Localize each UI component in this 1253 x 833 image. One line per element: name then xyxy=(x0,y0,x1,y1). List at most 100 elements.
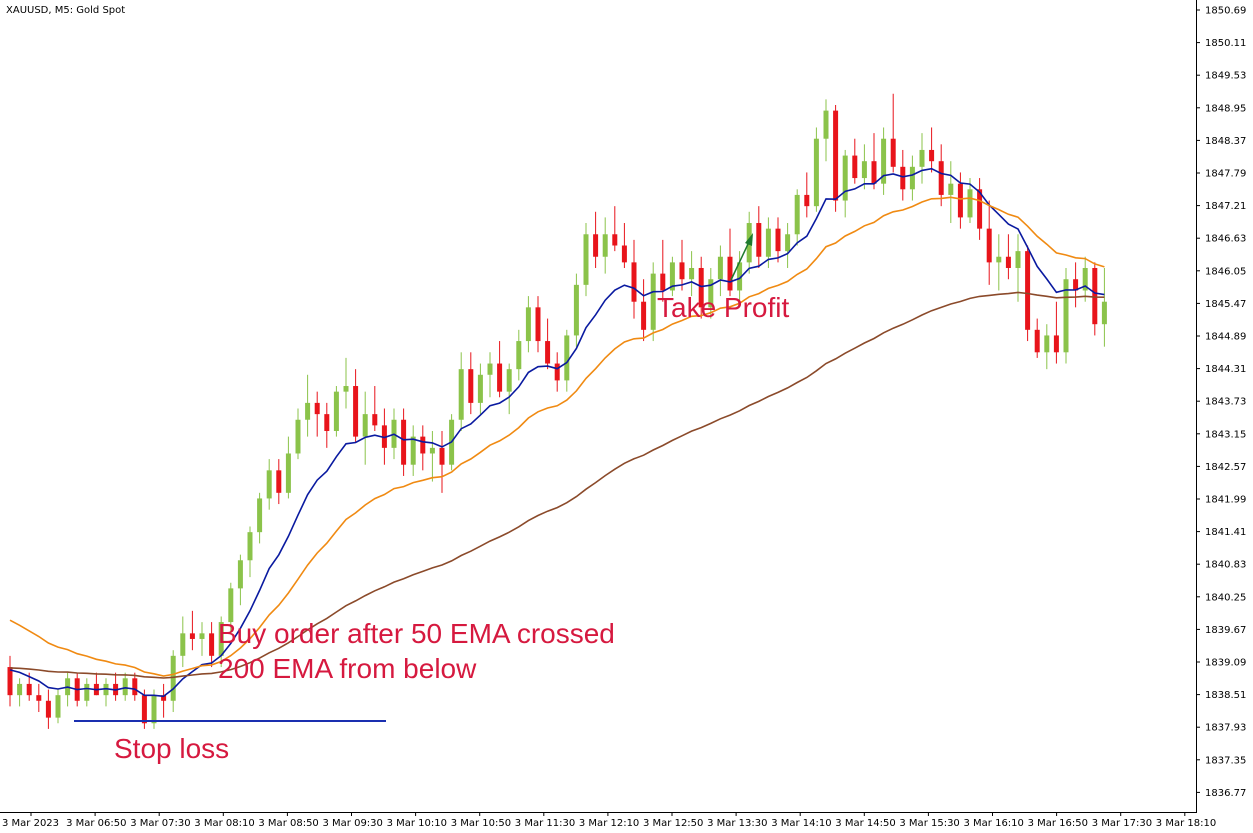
candle-body xyxy=(189,633,195,639)
price-tick-label: 1839.09 xyxy=(1205,658,1246,669)
price-tick-label: 1836.77 xyxy=(1205,788,1246,799)
candle-body xyxy=(842,155,848,201)
candle-body xyxy=(813,138,819,207)
candle-body xyxy=(535,307,541,342)
candle-body xyxy=(881,138,887,184)
candle-body xyxy=(1053,335,1059,353)
buy-order-label-line2: 200 EMA from below xyxy=(218,653,477,684)
candle-body xyxy=(55,695,61,718)
candle-body xyxy=(1101,301,1107,325)
candle-body xyxy=(228,588,234,623)
candle-body xyxy=(554,363,560,381)
candle-body xyxy=(919,149,925,167)
candle-body xyxy=(458,369,464,420)
buy-order-label-line1: Buy order after 50 EMA crossed xyxy=(218,618,615,649)
candle-body xyxy=(333,391,339,431)
candle-body xyxy=(794,194,800,235)
candle-body xyxy=(1015,251,1021,268)
candle-body xyxy=(420,436,426,454)
candle-body xyxy=(823,110,829,139)
candle-body xyxy=(804,194,810,207)
candle-body xyxy=(1073,279,1079,291)
candle-body xyxy=(285,453,291,493)
candle-body xyxy=(621,245,627,263)
ema-lines xyxy=(9,167,1105,698)
price-tick-label: 1837.93 xyxy=(1205,723,1246,734)
candle-body xyxy=(141,695,147,724)
candle-body xyxy=(986,228,992,263)
candle-body xyxy=(909,166,915,190)
candle-body xyxy=(161,695,167,701)
candle-body xyxy=(439,447,445,465)
candle-body xyxy=(237,560,243,589)
candle-body xyxy=(343,386,349,392)
candle-body xyxy=(1025,251,1031,330)
candle-body xyxy=(833,110,839,201)
price-tick-label: 1847.21 xyxy=(1205,201,1246,212)
time-tick-label: 3 Mar 12:50 xyxy=(643,818,703,829)
candle-body xyxy=(516,341,522,370)
candle-body xyxy=(689,267,695,280)
candle-body xyxy=(314,402,320,415)
time-tick-label: 3 Mar 07:30 xyxy=(130,818,190,829)
candle-body xyxy=(381,425,387,448)
candle-body xyxy=(679,262,685,280)
time-tick-label: 3 Mar 13:30 xyxy=(707,818,767,829)
candle-body xyxy=(1063,279,1069,353)
candle-body xyxy=(593,234,599,257)
time-tick-label: 3 Mar 08:10 xyxy=(194,818,254,829)
candle-body xyxy=(1005,256,1011,268)
price-tick-label: 1850.69 xyxy=(1205,6,1246,17)
time-tick-label: 3 Mar 16:10 xyxy=(964,818,1024,829)
candle-body xyxy=(583,234,589,285)
price-tick-label: 1841.99 xyxy=(1205,495,1246,506)
price-tick-label: 1843.15 xyxy=(1205,429,1246,440)
candle-body xyxy=(871,161,877,184)
candle-body xyxy=(977,189,983,229)
price-tick-label: 1841.41 xyxy=(1205,527,1246,538)
candle-body xyxy=(84,683,90,701)
candle-body xyxy=(641,301,647,330)
time-tick-label: 3 Mar 17:30 xyxy=(1092,818,1152,829)
candle-body xyxy=(929,149,935,162)
time-tick-label: 3 Mar 15:30 xyxy=(899,818,959,829)
price-tick-label: 1837.35 xyxy=(1205,755,1246,766)
candle-body xyxy=(852,155,858,179)
candle-body xyxy=(1092,267,1098,325)
candle-body xyxy=(525,307,531,342)
candle-body xyxy=(861,161,867,179)
candle-body xyxy=(775,228,781,252)
candle-body xyxy=(487,363,493,375)
ema-mid-line xyxy=(9,196,1105,677)
candle-body xyxy=(257,498,263,533)
candle-body xyxy=(1034,329,1040,353)
candle-body xyxy=(17,683,23,696)
candle-body xyxy=(717,256,723,280)
candle-body xyxy=(765,228,771,257)
candle-body xyxy=(151,695,157,724)
time-tick-label: 3 Mar 09:30 xyxy=(323,818,383,829)
candle-body xyxy=(247,532,253,561)
candle-body xyxy=(545,341,551,364)
candle-body xyxy=(295,419,301,454)
candle-body xyxy=(564,335,570,381)
time-tick-label: 3 Mar 11:30 xyxy=(515,818,575,829)
candle-body xyxy=(967,189,973,218)
candle-body xyxy=(305,402,311,420)
take-profit-label: Take Profit xyxy=(657,292,789,323)
price-tick-label: 1840.25 xyxy=(1205,592,1246,603)
price-tick-label: 1839.67 xyxy=(1205,625,1246,636)
price-tick-label: 1844.89 xyxy=(1205,332,1246,343)
candle-body xyxy=(890,138,896,167)
time-tick-label: 3 Mar 18:10 xyxy=(1156,818,1216,829)
candle-body xyxy=(669,262,675,291)
candle-body xyxy=(122,678,128,696)
candle-body xyxy=(506,369,512,392)
price-tick-label: 1842.57 xyxy=(1205,462,1246,473)
time-tick-label: 3 Mar 2023 xyxy=(2,818,59,829)
candle-body xyxy=(660,273,666,291)
candle-body xyxy=(170,655,176,701)
candle-body xyxy=(900,166,906,190)
candle-body xyxy=(708,279,714,308)
